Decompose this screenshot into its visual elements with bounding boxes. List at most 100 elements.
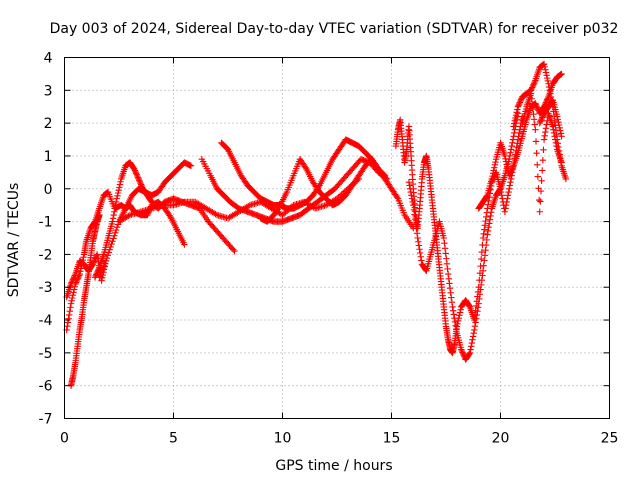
chart-title: Day 003 of 2024, Sidereal Day-to-day VTE… [50, 21, 619, 37]
y-tick-label: -7 [39, 412, 53, 428]
data-point [504, 195, 511, 202]
data-point [512, 114, 519, 122]
data-point [96, 211, 103, 219]
data-point [546, 87, 553, 94]
data-point [112, 229, 119, 237]
data-point [478, 248, 486, 256]
data-point [543, 97, 550, 105]
series-track-5 [96, 159, 195, 281]
data-point [79, 259, 86, 267]
series-track-8 [218, 136, 417, 232]
data-point [485, 224, 492, 231]
data-point [449, 303, 456, 311]
y-tick-label: 4 [44, 51, 53, 67]
data-point [67, 304, 74, 311]
data-point [415, 238, 422, 245]
data-point [409, 198, 416, 206]
data-point [481, 252, 489, 259]
data-point [449, 307, 457, 314]
data-point [530, 116, 538, 123]
data-point [550, 129, 558, 137]
y-tick-label: -5 [39, 346, 53, 362]
data-point [70, 289, 77, 296]
data-point [509, 164, 517, 171]
data-point [515, 100, 523, 108]
data-point [483, 193, 490, 200]
data-point [491, 164, 498, 171]
data-point [487, 212, 494, 220]
data-point [545, 83, 553, 91]
data-point [451, 318, 459, 326]
data-point [552, 136, 559, 143]
data-point [466, 350, 473, 358]
data-point [502, 205, 509, 212]
data-point [552, 139, 560, 147]
data-point [111, 208, 118, 215]
data-point [514, 103, 522, 110]
data-point [469, 333, 477, 340]
data-point [417, 253, 424, 260]
data-point [448, 299, 456, 306]
data-point [547, 93, 555, 101]
data-point [410, 201, 417, 209]
data-point [534, 173, 542, 180]
data-point [231, 247, 238, 255]
x-tick-label: 5 [169, 431, 178, 447]
y-tick-label: 1 [44, 149, 53, 165]
data-point [102, 257, 110, 265]
data-point [245, 202, 252, 210]
data-point [508, 142, 515, 150]
data-point [555, 118, 562, 126]
x-axis-label: GPS time / hours [275, 458, 392, 474]
data-point [514, 106, 521, 113]
data-point [456, 312, 463, 319]
y-tick-label: 0 [44, 182, 53, 198]
data-point [532, 126, 539, 133]
data-point [511, 129, 518, 137]
data-point [549, 123, 557, 130]
data-point [557, 130, 565, 137]
data-point [503, 198, 510, 206]
data-point [530, 80, 538, 87]
data-point [540, 146, 547, 154]
data-point [418, 257, 425, 264]
data-point [110, 235, 117, 242]
data-point [506, 182, 514, 189]
data-point [532, 138, 540, 145]
data-point [447, 289, 454, 297]
data-point [529, 100, 536, 108]
data-point [111, 205, 119, 212]
data-point [406, 182, 413, 189]
data-point [106, 246, 113, 253]
data-point [486, 220, 493, 227]
data-point [530, 111, 537, 118]
data-point [488, 175, 495, 183]
data-point [116, 184, 123, 191]
data-point [503, 161, 510, 168]
data-point [230, 246, 237, 253]
data-point [517, 96, 525, 103]
data-point [136, 178, 144, 185]
data-point [474, 307, 481, 315]
data-point [550, 126, 557, 133]
data-point [73, 277, 80, 285]
data-point [410, 206, 418, 214]
data-points [63, 60, 570, 389]
data-point [505, 188, 512, 196]
data-point [113, 195, 121, 202]
data-point [548, 97, 556, 105]
data-point [547, 90, 554, 97]
data-point [441, 245, 449, 252]
data-point [440, 234, 448, 242]
x-tick-label: 10 [274, 431, 292, 447]
data-point [480, 262, 487, 269]
data-point [451, 314, 458, 322]
data-point [484, 231, 491, 238]
data-point [136, 177, 143, 184]
data-point [66, 307, 73, 315]
data-point [442, 250, 449, 257]
data-point [545, 80, 552, 87]
data-point [511, 120, 518, 127]
y-tick-label: -3 [39, 280, 53, 296]
